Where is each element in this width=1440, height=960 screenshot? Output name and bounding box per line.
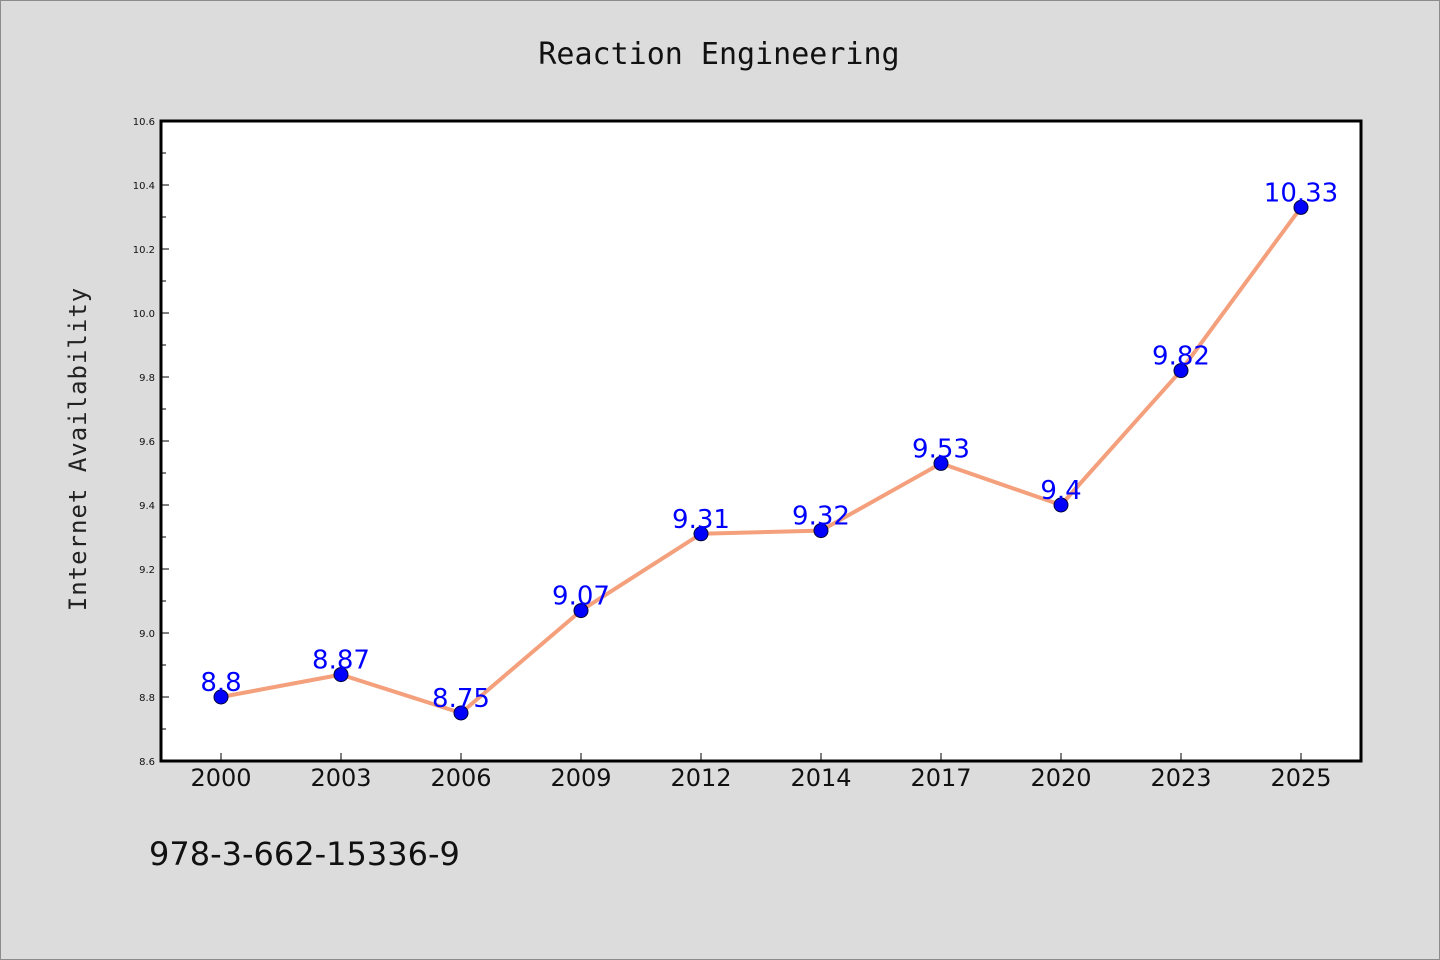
y-tick-label: 8.6 bbox=[139, 757, 155, 768]
data-label: 9.32 bbox=[792, 502, 850, 532]
data-label: 9.53 bbox=[912, 434, 970, 464]
y-tick-label: 9.2 bbox=[139, 565, 155, 576]
data-label: 10.33 bbox=[1264, 178, 1338, 208]
x-tick-label: 2006 bbox=[430, 764, 491, 792]
data-point-marker bbox=[813, 523, 829, 539]
x-tick-label: 2014 bbox=[790, 764, 851, 792]
data-label: 9.82 bbox=[1152, 342, 1210, 372]
y-tick-label: 9.6 bbox=[139, 437, 155, 448]
data-label: 9.31 bbox=[672, 505, 730, 535]
data-point-marker bbox=[573, 603, 589, 619]
y-axis-label: Internet Availability bbox=[64, 287, 92, 611]
series-group bbox=[213, 199, 1309, 721]
y-axis-ticks: 8.6 8.8 9.0 9.2 9.4 9.6 9.8 10.0 10.2 10.4 10.6 bbox=[133, 117, 169, 768]
y-tick-label: 10.4 bbox=[133, 181, 155, 192]
x-tick-label: 2012 bbox=[670, 764, 731, 792]
data-label: 8.75 bbox=[432, 684, 490, 714]
data-point-marker bbox=[1053, 497, 1069, 513]
isbn-footer: 978-3-662-15336-9 bbox=[149, 835, 460, 873]
data-label: 8.8 bbox=[200, 668, 241, 698]
y-tick-label: 9.4 bbox=[139, 501, 155, 512]
x-tick-label: 2017 bbox=[910, 764, 971, 792]
x-tick-label: 2023 bbox=[1150, 764, 1211, 792]
y-tick-label: 10.2 bbox=[133, 245, 155, 256]
plot-area bbox=[159, 119, 1363, 763]
y-tick-label: 8.8 bbox=[139, 693, 155, 704]
y-tick-label: 9.8 bbox=[139, 373, 155, 384]
data-label: 9.4 bbox=[1040, 476, 1081, 506]
y-tick-label: 9.0 bbox=[139, 629, 155, 640]
data-labels: 8.8 8.87 8.75 9.07 9.31 9.32 9.53 9.4 9.82 10.33 bbox=[200, 178, 1338, 714]
x-axis-ticks: 2000 2003 2006 2009 2012 2014 2017 2020 2023 2025 bbox=[190, 753, 1332, 792]
x-tick-label: 2020 bbox=[1030, 764, 1091, 792]
data-point-marker bbox=[1173, 363, 1189, 379]
data-point-marker bbox=[933, 455, 949, 471]
data-point-marker bbox=[453, 705, 469, 721]
y-tick-label: 10.6 bbox=[133, 117, 155, 128]
x-tick-label: 2009 bbox=[550, 764, 611, 792]
data-point-marker bbox=[1293, 199, 1309, 215]
x-tick-label: 2000 bbox=[190, 764, 251, 792]
data-label: 8.87 bbox=[312, 646, 370, 676]
data-point-marker bbox=[333, 667, 349, 683]
series-line bbox=[219, 205, 1303, 715]
data-point-marker bbox=[693, 526, 709, 542]
data-point-marker bbox=[213, 689, 229, 705]
data-label: 9.07 bbox=[552, 582, 610, 612]
x-tick-label: 2003 bbox=[310, 764, 371, 792]
x-tick-label: 2025 bbox=[1270, 764, 1331, 792]
chart-title: Reaction Engineering bbox=[538, 37, 899, 72]
y-tick-label: 10.0 bbox=[133, 309, 155, 320]
